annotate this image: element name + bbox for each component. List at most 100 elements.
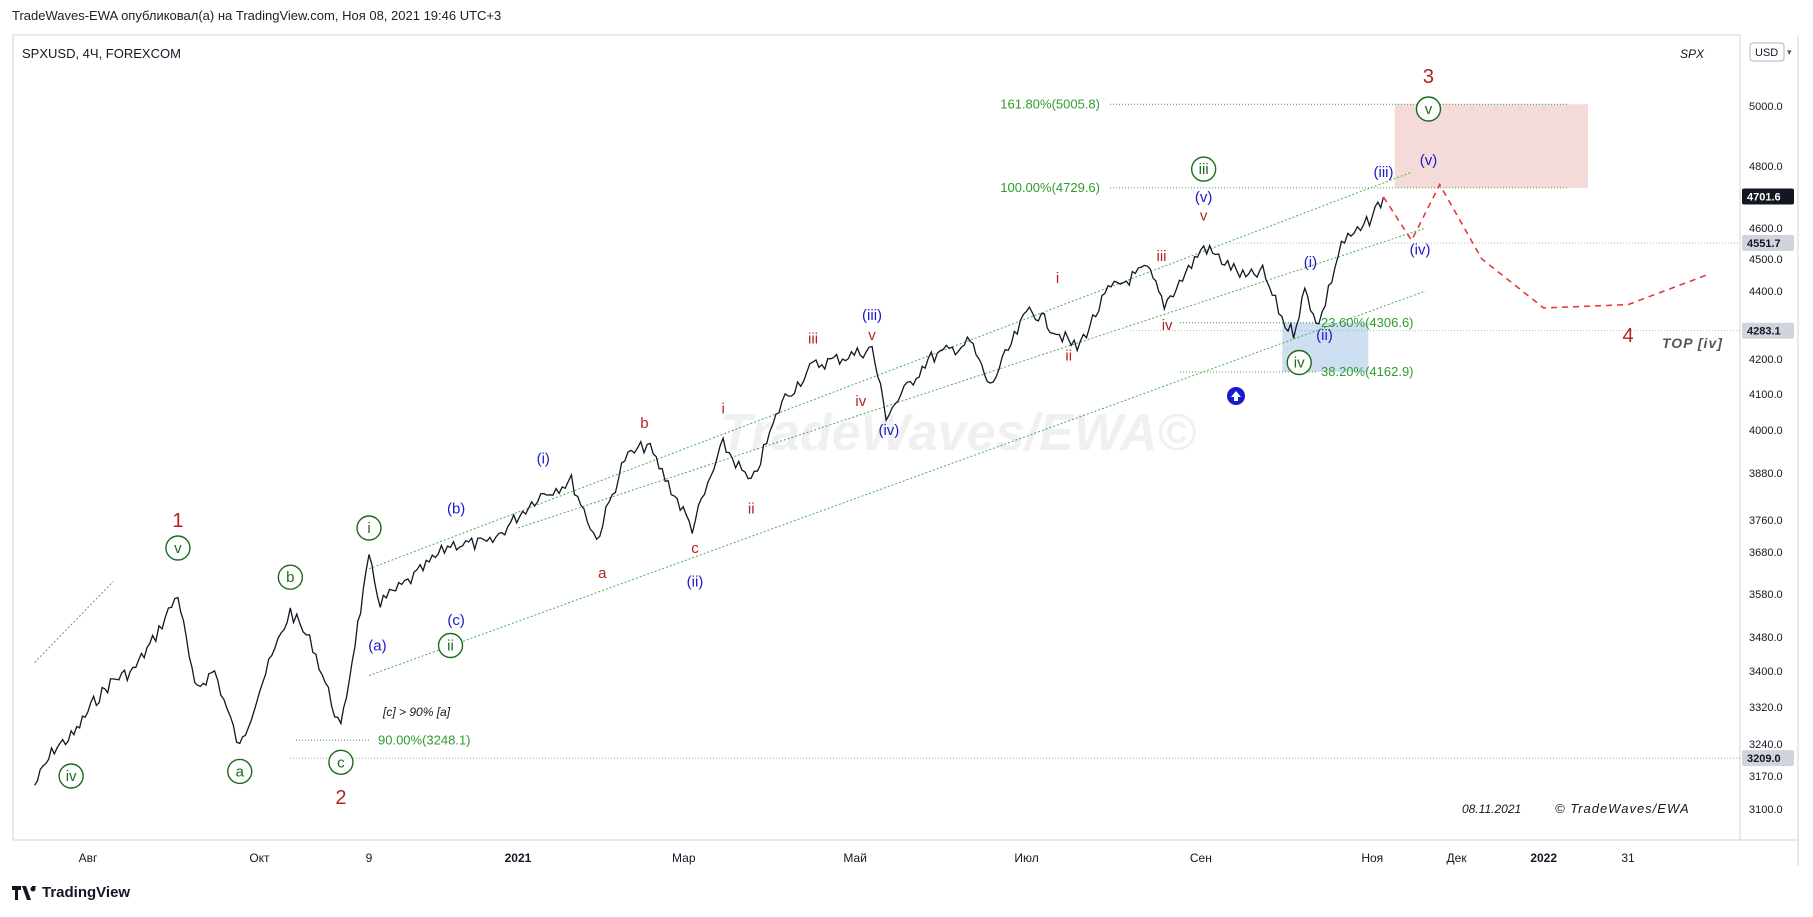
price-tag-bg	[1742, 234, 1794, 251]
y-tick-label: 4000.0	[1749, 425, 1783, 437]
y-tick-label: 4800.0	[1749, 161, 1783, 173]
y-tick-label: 3240.0	[1749, 739, 1783, 751]
y-tick-label: 3760.0	[1749, 515, 1783, 527]
wave-label: (v)	[1195, 189, 1213, 206]
x-tick-label: Дек	[1447, 851, 1468, 865]
wave-label: iv	[66, 768, 77, 785]
wave-label: v	[1425, 101, 1433, 118]
x-tick-label: Мар	[672, 851, 696, 865]
wave-label: (i)	[537, 451, 550, 468]
channel-line	[34, 581, 114, 663]
watermark: TradeWaves/EWA©	[720, 404, 1196, 462]
wave-label: (ii)	[687, 573, 704, 590]
date-stamp: 08.11.2021	[1462, 802, 1521, 816]
channel-line	[368, 290, 1426, 676]
wave-label: 1	[172, 510, 183, 532]
wave-circle	[1190, 156, 1217, 182]
fib-label: 23.60%(4306.6)	[1321, 315, 1414, 330]
wave-label: iv	[1162, 317, 1173, 334]
up-arrow-icon	[1227, 387, 1245, 405]
x-tick-label: Сен	[1190, 851, 1212, 865]
wave-label: (i)	[1304, 254, 1317, 271]
wave-circle	[437, 632, 464, 659]
wave-label: c	[337, 754, 345, 771]
top-iv-label: TOP [iv]	[1662, 335, 1723, 351]
price-tag-bg	[1742, 750, 1794, 767]
y-tick-label: 3320.0	[1749, 702, 1783, 714]
wave-label: (a)	[368, 638, 386, 655]
x-tick-label: 9	[366, 851, 373, 865]
wave-label: (iii)	[1374, 164, 1394, 181]
price-tag-bg	[1742, 322, 1794, 339]
wave-circle	[328, 749, 354, 775]
price-grid	[290, 242, 1740, 759]
wave-label: ii	[1065, 348, 1072, 365]
wave-label: (v)	[1420, 152, 1438, 169]
wave-label: 3	[1423, 66, 1434, 88]
wave-circle	[58, 763, 84, 789]
wave-label: (iv)	[1410, 242, 1431, 259]
wave-label: v	[174, 540, 182, 557]
wave-label: (iii)	[862, 307, 882, 324]
wave-label: ii	[748, 500, 755, 517]
wave-circle	[1286, 349, 1312, 376]
wave-label: i	[367, 520, 370, 537]
price-tag-bg	[1742, 188, 1794, 205]
wave-label: a	[236, 763, 245, 780]
price-tag-label: 4701.6	[1747, 192, 1781, 204]
price-tag-label: 4551.7	[1747, 238, 1781, 250]
wave-label: iv	[1294, 355, 1305, 372]
y-tick-label: 3480.0	[1749, 632, 1783, 644]
wave-label: ii	[447, 638, 454, 655]
wave-label: iii	[1157, 248, 1167, 265]
wave-circle	[227, 758, 253, 785]
price-axis: 5000.0 4800.0 4600.0 4500.0 4400.0 4200.0 4100…	[1749, 101, 1783, 816]
x-tick-label: Май	[843, 851, 867, 865]
price-tag-label: 4283.1	[1747, 326, 1781, 338]
y-tick-label: 4200.0	[1749, 354, 1783, 366]
wave-label: iii	[1199, 161, 1209, 178]
footer: TradingView	[12, 883, 130, 901]
trend-channels	[34, 171, 1426, 676]
wave-label: b	[640, 415, 648, 432]
wave-circle	[1415, 96, 1442, 122]
wave-label: i	[1056, 270, 1059, 287]
fibonacci-levels: 161.80%(5005.8) 100.00%(4729.6) 23.60%(430…	[296, 96, 1568, 747]
x-tick-label: Ноя	[1361, 851, 1383, 865]
price-tag-label: 3209.0	[1747, 753, 1781, 765]
wave-circle	[165, 535, 191, 561]
wave-label: (b)	[447, 500, 465, 517]
wave-label: v	[1200, 208, 1208, 225]
publisher-line: TradeWaves-EWA опубликовал(а) на Trading…	[12, 8, 502, 23]
y-tick-label: 3680.0	[1749, 547, 1783, 559]
fib-label: 100.00%(4729.6)	[1000, 180, 1100, 195]
wave-label: c	[691, 540, 699, 557]
currency-button[interactable]	[1749, 42, 1785, 62]
wave-label: b	[286, 569, 294, 586]
x-tick-label: 31	[1621, 851, 1635, 865]
x-tick-label: 2022	[1530, 851, 1557, 865]
x-tick-label: Авг	[79, 851, 98, 865]
wave-label: 4	[1622, 325, 1633, 347]
wave-label: i	[721, 400, 724, 417]
y-tick-label: 3880.0	[1749, 468, 1783, 480]
fib-label: 38.20%(4162.9)	[1321, 364, 1414, 379]
price-tags: 4701.6 4551.7 4283.1 3209.0	[1742, 188, 1794, 767]
x-tick-label: Окт	[249, 851, 270, 865]
wave-label: (iv)	[878, 422, 899, 439]
corner-symbol: SPX	[1680, 47, 1705, 61]
y-tick-label: 4100.0	[1749, 389, 1783, 401]
currency-caret-icon: ▾	[1787, 47, 1792, 57]
tradingview-logo-icon	[12, 883, 36, 900]
y-tick-label: 4400.0	[1749, 286, 1783, 298]
time-axis: Авг Окт 9 2021 Мар Май Июл Сен Ноя Дек 2022 31	[79, 851, 1635, 865]
channel-line	[517, 227, 1426, 529]
x-tick-label: 2021	[505, 851, 532, 865]
y-tick-label: 4500.0	[1749, 254, 1783, 266]
y-tick-label: 3100.0	[1749, 804, 1783, 816]
x-tick-label: Июл	[1014, 851, 1038, 865]
fib-label: 90.00%(3248.1)	[378, 732, 471, 747]
y-tick-label: 3170.0	[1749, 771, 1783, 783]
